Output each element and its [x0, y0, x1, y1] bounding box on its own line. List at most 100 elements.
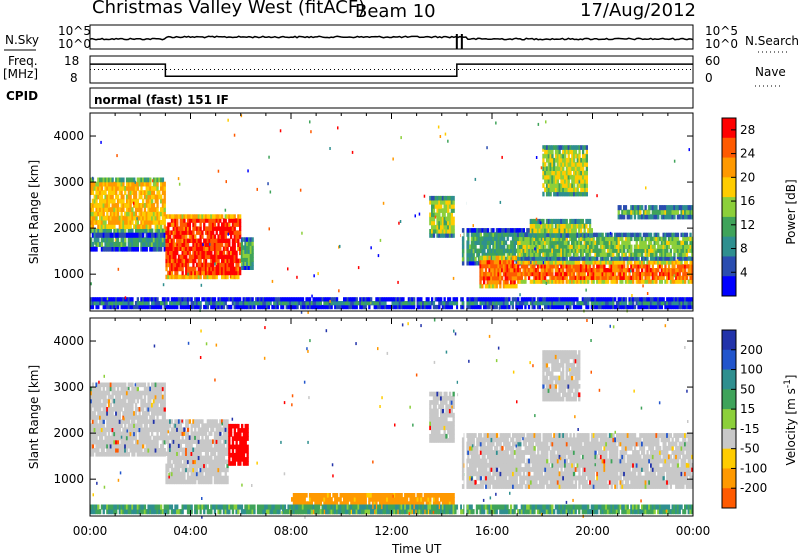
scatter-cell: [649, 232, 653, 238]
scatter-cell: [93, 390, 96, 396]
scatter-cell: [100, 411, 104, 416]
scatter-cell: [235, 230, 238, 235]
scatter-cell: [545, 179, 549, 184]
colorbar-segment: [722, 177, 736, 198]
scatter-cell: [492, 240, 495, 245]
scatter-cell: [673, 214, 676, 220]
scatter-cell: [606, 256, 610, 261]
scatter-cell: [90, 407, 93, 412]
scatter-cell: [452, 200, 455, 205]
scatter-cell: [298, 297, 301, 302]
scatter-cell: [513, 255, 516, 261]
scatter-cell: [140, 181, 143, 187]
scatter-cell: [95, 431, 98, 437]
scatter-cell: [560, 223, 563, 229]
scatter-cell: [574, 174, 578, 180]
scatter-cell: [545, 157, 549, 163]
scatter-cell: [151, 246, 154, 252]
scatter-cell: [142, 211, 145, 217]
scatter-cell: [660, 268, 663, 273]
scatter-cell: [623, 297, 626, 302]
scatter-cell: [574, 187, 578, 193]
scatter-cell: [660, 279, 663, 284]
scatter-cell: [554, 297, 558, 302]
scatter-cell: [287, 304, 290, 310]
scatter-cell: [554, 260, 558, 265]
scatter-cell: [310, 304, 313, 310]
scatter-cell: [571, 157, 574, 163]
scatter-cell: [102, 394, 105, 400]
scatter-cell: [574, 256, 577, 261]
scatter-cell: [99, 177, 102, 183]
scatter-cell: [134, 224, 138, 229]
scatter-cell: [120, 301, 123, 306]
scatter-cell: [506, 301, 509, 306]
scatter-cell: [99, 207, 102, 212]
scatter-cell: [551, 279, 554, 284]
scatter-cell: [606, 301, 610, 306]
scatter-cell: [565, 264, 568, 269]
scatter-cell: [569, 268, 572, 273]
scatter-cell: [547, 162, 550, 167]
scatter-cell: [127, 211, 130, 217]
scatter-cell: [581, 223, 584, 229]
scatter-cell: [423, 194, 426, 198]
scatter-cell: [450, 204, 453, 209]
scatter-cell: [169, 230, 172, 235]
scatter-cell: [497, 275, 500, 281]
scatter-cell: [95, 194, 98, 200]
scatter-cell: [260, 304, 263, 310]
scatter-cell: [239, 250, 242, 256]
scatter-cell: [181, 234, 184, 239]
scatter-cell: [630, 256, 633, 261]
scatter-cell: [470, 297, 473, 302]
scatter-cell: [642, 209, 646, 215]
scatter-cell: [660, 209, 663, 215]
scatter-cell: [222, 254, 226, 260]
scatter-cell: [582, 174, 585, 180]
scatter-cell: [545, 228, 549, 234]
scatter-cell: [666, 304, 669, 310]
scatter-cell: [615, 279, 619, 284]
scatter-cell: [691, 275, 694, 280]
scatter-cell: [644, 252, 647, 257]
scatter-cell: [287, 301, 290, 306]
scatter-cell: [100, 194, 104, 200]
scatter-cell: [669, 268, 672, 273]
scatter-cell: [538, 275, 541, 280]
scatter-cell: [221, 230, 224, 235]
scatter-cell: [237, 214, 240, 219]
scatter-cell: [118, 301, 121, 306]
scatter-cell: [219, 250, 222, 256]
scatter-cell: [100, 211, 104, 217]
scatter-cell: [673, 274, 676, 278]
scatter-cell: [545, 187, 549, 193]
scatter-cell: [448, 304, 452, 310]
scatter-cell: [129, 304, 132, 310]
scatter-cell: [102, 382, 105, 388]
scatter-cell: [461, 297, 464, 302]
scatter-cell: [138, 215, 141, 221]
scatter-cell: [522, 301, 525, 306]
scatter-cell: [486, 228, 490, 233]
scatter-cell: [691, 214, 694, 220]
scatter-cell: [280, 301, 283, 306]
scatter-cell: [165, 246, 168, 251]
scatter-cell: [632, 252, 635, 257]
scatter-cell: [140, 241, 143, 247]
scatter-cell: [111, 215, 114, 221]
scatter-cell: [556, 191, 559, 197]
scatter-cell: [95, 301, 98, 306]
scatter-cell: [142, 237, 145, 243]
scatter-cell: [224, 230, 227, 235]
scatter-cell: [450, 301, 453, 306]
scatter-cell: [120, 177, 123, 183]
scatter-cell: [621, 252, 624, 257]
scatter-cell: [142, 198, 145, 204]
scatter-cell: [120, 241, 123, 247]
scatter-cell: [99, 411, 102, 416]
scatter-cell: [655, 250, 657, 254]
scatter-cell: [651, 252, 654, 257]
scatter-cell: [111, 181, 114, 187]
scatter-cell: [165, 274, 168, 280]
